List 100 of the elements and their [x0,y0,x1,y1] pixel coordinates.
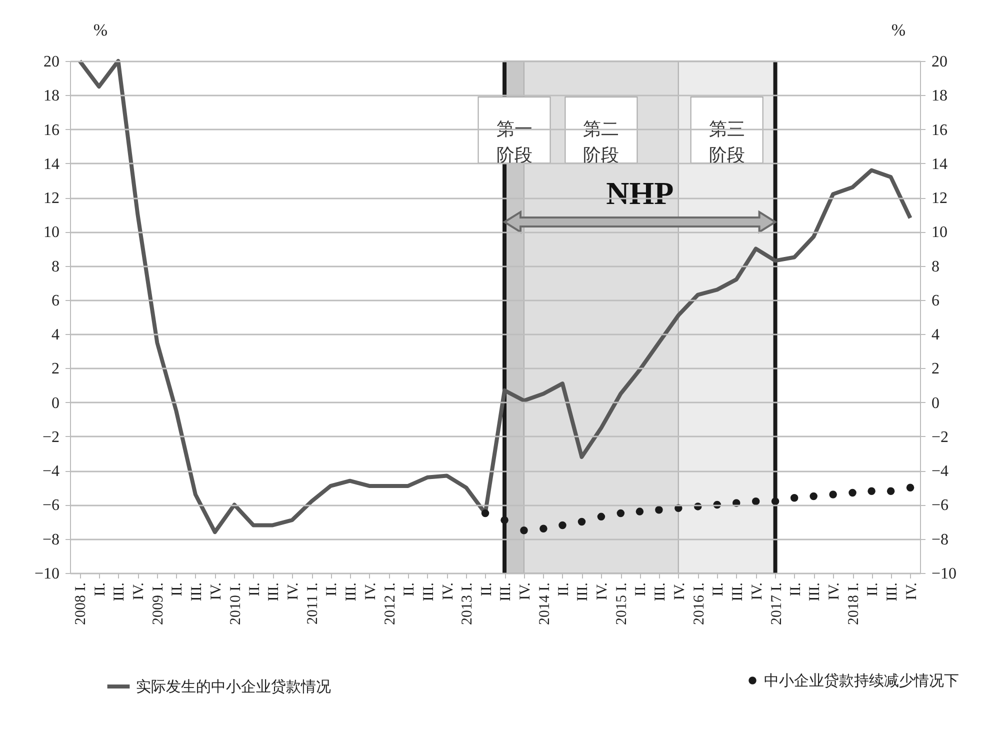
point [790,494,798,502]
y2-tick-label: 20 [932,54,948,70]
x-tick-label: 2016 I. [691,582,708,625]
annotation: NHP [606,175,674,211]
x-tick-label: III. [730,582,746,602]
x-tick-label: III. [575,582,592,602]
x-tick-label: 2011 I. [305,582,322,624]
x-tick-label: II. [788,582,804,596]
x-tick-label: II. [402,582,418,596]
y-tick-label: 4 [52,326,60,344]
x-tick-label: II. [710,582,727,596]
x-tick-label: 2013 I. [460,582,476,625]
x-tick-label: IV. [672,582,688,600]
legend-label: 实际发生的中小企业贷款情况 [136,678,331,696]
y-tick-label: 10 [44,224,60,242]
y2-tick-label: 10 [932,224,948,242]
x-tick-label: II. [633,582,650,596]
y-tick-label: 6 [52,292,60,310]
y2-tick-label: 14 [932,156,948,173]
point [481,509,490,518]
y-tick-label: 2 [52,360,60,378]
point [906,484,914,492]
x-tick-label: 2017 I. [768,582,785,625]
point [771,497,780,506]
x-tick-label: II. [92,582,108,596]
y2-tick-label: 4 [932,326,940,344]
x-tick-label: II. [478,582,495,596]
point [520,526,528,534]
x-tick-label: II. [865,582,882,596]
point [540,524,548,532]
y-tick-label: −2 [42,428,60,446]
x-tick-label: 2010 I. [228,582,244,625]
y2-tick-label: 0 [932,394,940,412]
point [500,516,508,524]
x-tick-label: III. [807,582,824,602]
x-tick-label: 2009 I. [150,582,167,625]
y2-tick-label: 8 [932,258,940,276]
y-tick-label: −4 [42,463,60,480]
x-tick-label: IV. [440,582,456,600]
point [848,488,856,497]
legend-label: 中小企业贷款持续减少情况下 [764,672,959,690]
x-tick-label: IV. [594,582,611,600]
point [597,512,606,521]
y2-tick-label: −4 [932,463,949,480]
y2-tick-label: 12 [932,190,948,208]
x-tick-label: III. [884,582,900,602]
point [655,506,663,514]
x-tick-label: 2018 I. [846,582,862,625]
y2-tick-label: 2 [932,360,940,378]
y-tick-label: 8 [52,258,60,276]
x-tick-label: IV. [517,582,534,600]
line-series [78,59,912,534]
x-tick-label: III. [498,582,514,602]
x-tick-label: III. [266,582,282,602]
point [636,508,644,516]
point [752,497,760,506]
y2-tick-label: −2 [932,428,949,446]
y-axis-title: % [93,20,108,40]
point [616,509,625,518]
y2-tick-label: 16 [932,122,948,139]
y-tick-label: −6 [42,497,60,514]
x-tick-label: IV. [208,582,224,600]
x-tick-label: IV. [286,582,302,600]
y2-axis-title: % [891,20,906,40]
y2-tick-label: −10 [932,566,957,582]
x-tick-label: IV. [362,582,379,600]
y-tick-label: −10 [34,566,60,582]
y-tick-label: 18 [44,88,60,105]
y-tick-label: 14 [44,156,60,173]
x-tick-label: 2012 I. [382,582,398,625]
x-tick-label: III. [420,582,437,602]
x-tick-label: IV. [826,582,843,600]
y-tick-label: 20 [44,54,60,70]
x-tick-label: 2015 I. [614,582,630,625]
x-tick-label: III. [112,582,128,602]
y-tick-label: 12 [44,190,60,208]
point [886,487,895,495]
x-tick-label: 2008 I. [73,582,90,625]
y-tick-label: 0 [52,394,60,412]
point [868,487,876,495]
x-tick-label: II. [246,582,263,596]
x-tick-label: 2014 I. [536,582,553,625]
y-tick-label: −8 [42,531,60,548]
x-tick-label: III. [188,582,205,602]
point [578,518,586,526]
point [558,521,566,530]
point [810,492,818,500]
x-tick-label: IV. [131,582,148,600]
x-tick-label: IV. [904,582,920,600]
x-tick-label: II. [324,582,340,596]
y-tick-label: 16 [44,122,60,139]
x-tick-label: II. [170,582,186,596]
y2-tick-label: −8 [932,531,949,548]
point [829,490,837,498]
y2-tick-label: 18 [932,88,948,105]
x-tick-label: IV. [749,582,766,600]
y2-tick-label: −6 [932,497,949,514]
x-tick-label: III. [652,582,668,602]
x-tick-label: III. [343,582,360,602]
y2-tick-label: 6 [932,292,940,310]
